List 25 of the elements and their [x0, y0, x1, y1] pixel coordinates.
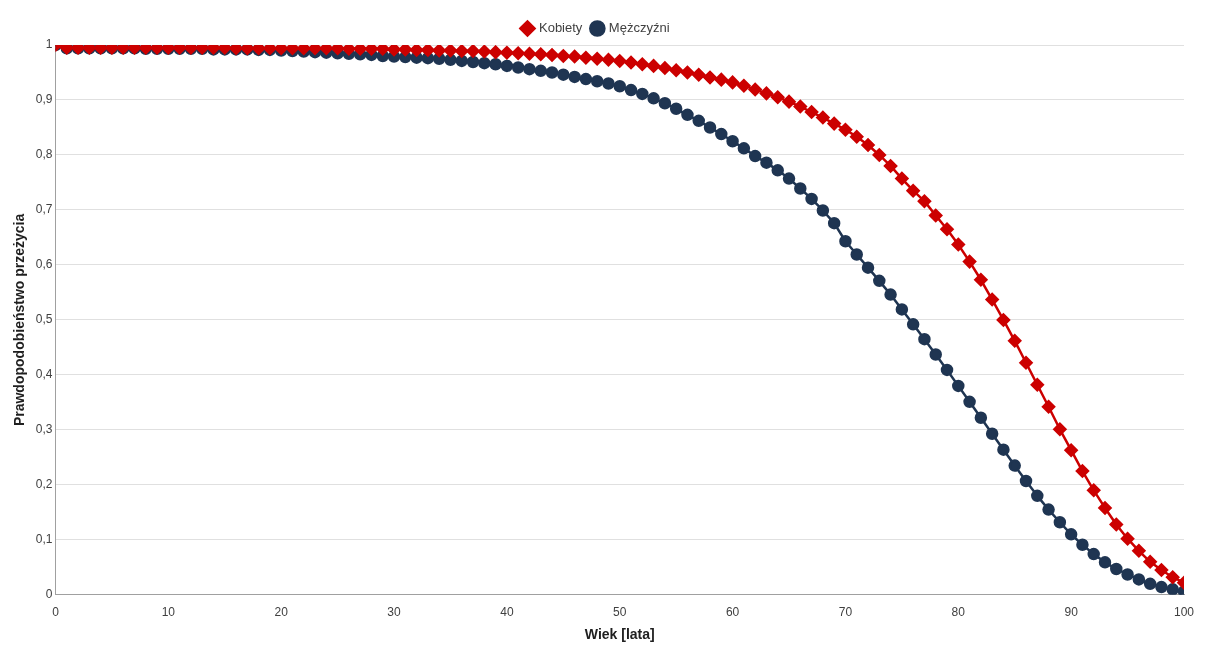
legend-label: Kobiety — [538, 20, 583, 36]
x-tick-label: 50 — [613, 605, 627, 620]
y-tick-label: 0,5 — [35, 312, 53, 327]
y-tick-label: 0,4 — [35, 367, 53, 382]
y-tick-label: 0,1 — [35, 532, 53, 547]
x-tick-label: 10 — [161, 605, 176, 620]
y-tick-label: 0,3 — [35, 422, 53, 437]
y-tick-label: 0 — [45, 587, 53, 602]
y-tick-label: 0,2 — [35, 477, 53, 492]
x-tick-label: 70 — [838, 605, 853, 620]
y-tick-label: 0,8 — [35, 147, 53, 162]
y-tick-label: 0,6 — [35, 257, 53, 272]
x-tick-label: 40 — [500, 605, 514, 620]
x-tick-label: 30 — [387, 605, 402, 620]
x-tick-label: 90 — [1064, 605, 1079, 620]
y-tick-label: 0,9 — [35, 92, 53, 107]
y-tick-label: 0,7 — [35, 202, 53, 217]
x-tick-label: 100 — [1173, 605, 1195, 620]
legend-label: Mężczyźni — [608, 20, 670, 36]
y-tick-label: 1 — [45, 37, 53, 52]
x-tick-label: 60 — [725, 605, 740, 620]
x-tick-label: 20 — [274, 605, 289, 620]
x-tick-label: 80 — [951, 605, 966, 620]
x-axis-title: Wiek [lata] — [584, 626, 655, 643]
y-axis-title: Prawdopodobieństwo przeżycia — [11, 213, 28, 427]
